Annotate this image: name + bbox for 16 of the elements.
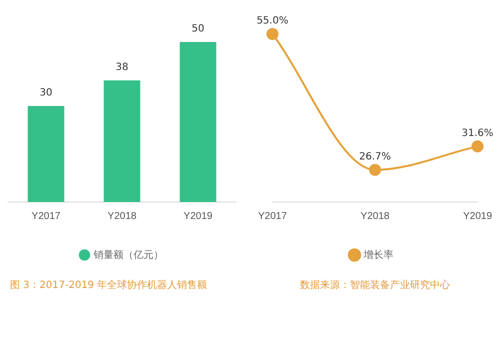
source-note: 数据来源：智能装备产业研究中心 [300,278,450,292]
data-label: 38 [116,62,128,73]
data-label: 31.6% [462,128,494,139]
data-label: 30 [40,88,52,99]
x-tick-label: Y2017 [258,210,288,222]
data-label: 55.0% [256,16,288,27]
x-tick-label: Y2018 [360,210,390,222]
legend-label: 销量额（亿元） [92,248,164,261]
x-tick-label: Y2018 [108,210,137,222]
data-label: 26.7% [359,151,391,162]
x-tick-label: Y2017 [32,210,61,222]
x-tick-label: Y2019 [184,210,213,222]
x-tick-label: Y2019 [463,210,492,222]
data-label: 50 [192,24,204,35]
caption: 图 3：2017-2019 年全球协作机器人销售额 [10,278,208,292]
legend-label: 增长率 [362,248,394,261]
